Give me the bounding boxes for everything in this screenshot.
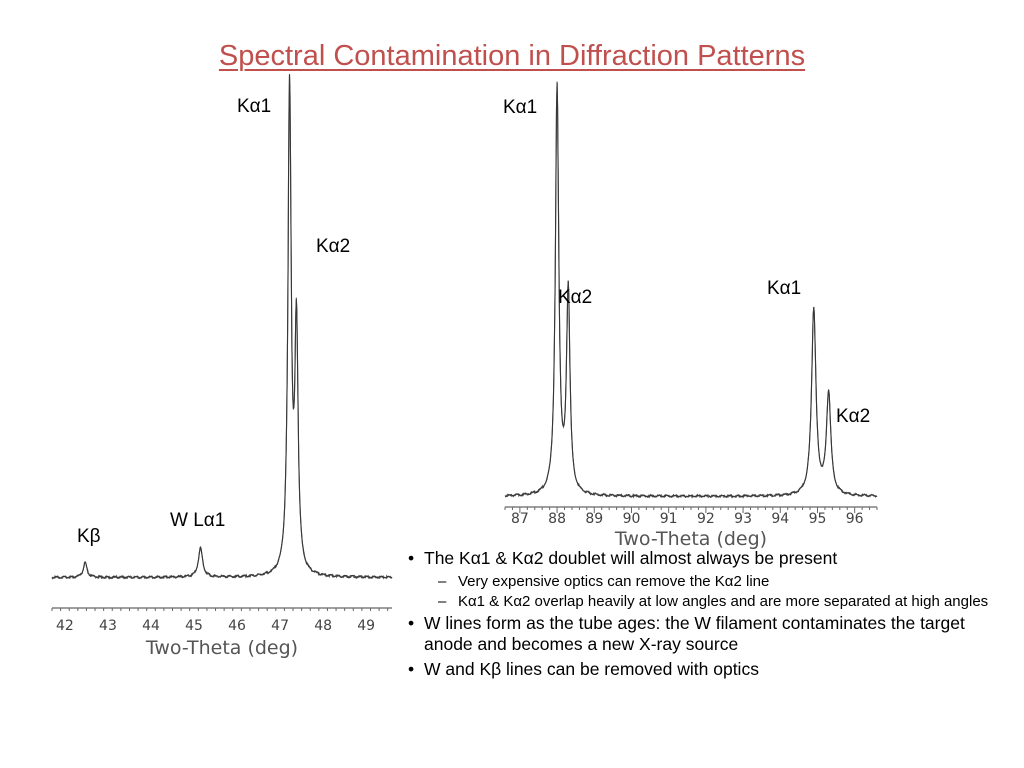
x-tick-label: 95 [809,511,827,527]
peak-label: W Lα1 [170,510,225,531]
x-tick-label: 89 [585,511,603,527]
bullet-item: • W lines form as the tube ages: the W fi… [408,613,1008,655]
sub-bullet-text: Very expensive optics can remove the Kα2… [458,573,770,590]
bullet-text: W and Kβ lines can be removed with optic… [424,659,759,679]
x-tick-label: 92 [697,511,715,527]
sub-bullet-text: Kα1 & Kα2 overlap heavily at low angles … [458,593,989,610]
sub-bullet-item: – Kα1 & Kα2 overlap heavily at low angles… [438,593,1008,610]
peak-label: Kβ [77,526,101,547]
spectrum-trace [52,74,393,580]
peak-label: Kα2 [836,406,870,427]
sub-bullet-item: – Very expensive optics can remove the Kα… [438,573,1008,590]
x-tick-label: 91 [660,511,678,527]
bullet-item: • The Kα1 & Kα2 doublet will almost alway… [408,548,1008,569]
bullet-list: • The Kα1 & Kα2 doublet will almost alway… [408,548,1008,684]
x-tick-label: 42 [56,618,74,634]
x-tick-label: 46 [228,618,246,634]
slide-title: Spectral Contamination in Diffraction Pa… [218,40,806,72]
x-tick-label: 48 [314,618,332,634]
x-tick-label: 93 [734,511,752,527]
bullet-item: • W and Kβ lines can be removed with opti… [408,659,1008,680]
peak-label: Kα1 [767,278,801,299]
spectrum-trace [504,81,878,499]
x-tick-label: 45 [185,618,203,634]
sub-bullet-marker: – [438,573,447,590]
x-tick-label: 43 [99,618,117,634]
bullet-text: W lines form as the tube ages: the W fil… [424,613,965,654]
peak-label: Kα2 [316,236,350,257]
bullet-marker: • [408,548,415,568]
x-tick-label: 88 [548,511,566,527]
bullet-marker: • [408,659,415,679]
bullet-text: The Kα1 & Kα2 doublet will almost always… [424,548,838,568]
peak-label: Kα1 [237,96,271,117]
x-tick-label: 90 [623,511,641,527]
peak-label: Kα1 [503,97,537,118]
x-tick-label: 47 [271,618,289,634]
x-tick-label: 44 [142,618,160,634]
x-axis-title: Two-Theta (deg) [145,637,298,659]
x-tick-label: 96 [846,511,864,527]
x-tick-label: 49 [357,618,375,634]
x-tick-label: 94 [771,511,789,527]
peak-label: Kα2 [558,287,592,308]
bullet-marker: • [408,613,415,633]
sub-bullet-marker: – [438,593,447,610]
x-tick-label: 87 [511,511,529,527]
x-axis-title: Two-Theta (deg) [614,528,767,550]
